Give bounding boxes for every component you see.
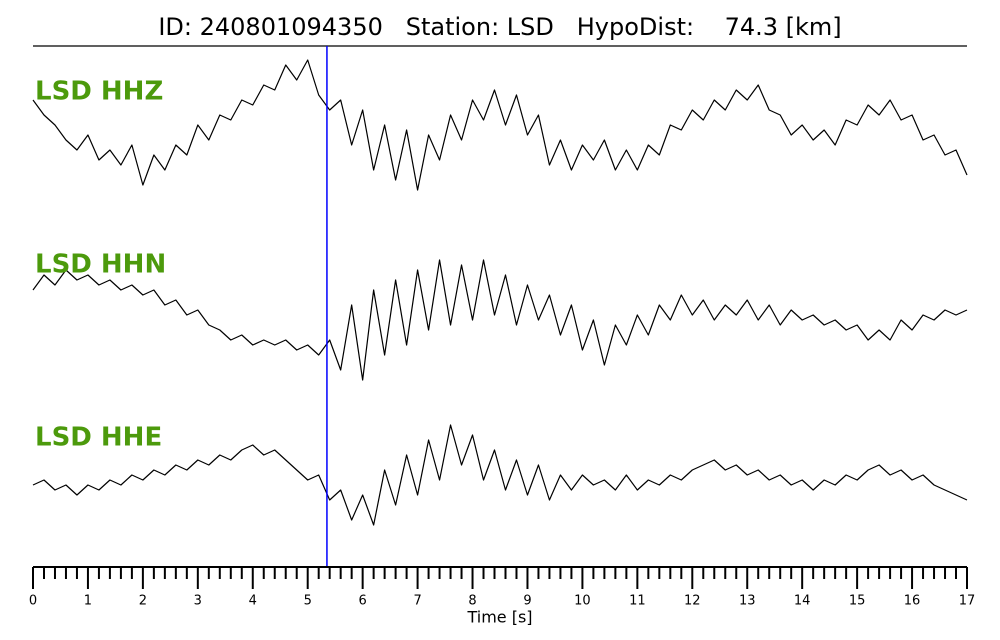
x-tick-label: 4 (249, 594, 257, 609)
x-tick-label: 9 (523, 594, 531, 609)
trace-label: LSD HHN (35, 250, 166, 280)
x-tick-label: 5 (304, 594, 312, 609)
x-tick-label: 8 (468, 594, 476, 609)
x-tick-label: 15 (849, 594, 866, 609)
waveform (32, 59, 968, 191)
chart-title: ID: 240801094350 Station: LSD HypoDist: … (158, 13, 841, 41)
x-tick-label: 0 (29, 594, 37, 609)
trace-label: LSD HHE (35, 423, 162, 453)
x-tick-label: 17 (959, 594, 976, 609)
x-tick-label: 16 (904, 594, 921, 609)
x-tick-label: 1 (84, 594, 92, 609)
x-tick-label: 6 (359, 594, 367, 609)
x-tick-label: 12 (684, 594, 701, 609)
x-tick-label: 11 (629, 594, 646, 609)
x-tick-label: 14 (794, 594, 811, 609)
x-axis-label: Time [s] (466, 608, 532, 627)
waveform (32, 259, 968, 381)
x-tick-label: 2 (139, 594, 147, 609)
trace-label: LSD HHZ (35, 77, 163, 107)
x-tick-label: 3 (194, 594, 202, 609)
x-tick-label: 7 (413, 594, 421, 609)
x-tick-label: 13 (739, 594, 756, 609)
waveform (32, 424, 968, 526)
x-tick-label: 10 (574, 594, 591, 609)
